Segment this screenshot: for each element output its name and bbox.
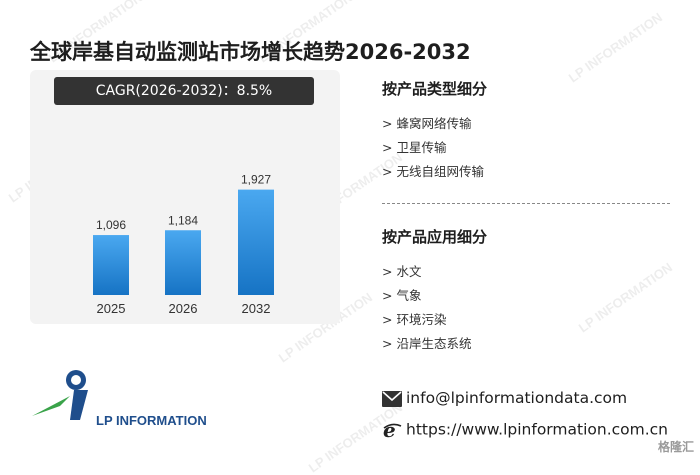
list-item: > 蜂窝网络传输 bbox=[382, 116, 472, 131]
list-item: > 卫星传输 bbox=[382, 140, 447, 155]
email-text: info@lpinformationdata.com bbox=[406, 389, 628, 407]
list-item: > 沿岸生态系统 bbox=[382, 336, 472, 351]
watermark: LP INFORMATION bbox=[575, 259, 676, 336]
watermark: LP INFORMATION bbox=[565, 9, 666, 86]
list-item: > 气象 bbox=[382, 288, 422, 303]
page-title: 全球岸基自动监测站市场增长趋势2026-2032 bbox=[30, 40, 471, 64]
bar-2025 bbox=[93, 235, 129, 295]
bar-value-label: 1,184 bbox=[168, 213, 198, 227]
bar-2032 bbox=[238, 189, 274, 295]
website-text: https://www.lpinformation.com.cn bbox=[406, 420, 669, 439]
bar-chart: 1,096 2025 1,184 2026 1,927 2032 bbox=[93, 173, 274, 316]
envelope-icon bbox=[382, 390, 402, 407]
bar-value-label: 1,096 bbox=[96, 218, 126, 232]
contact-website: e https://www.lpinformation.com.cn bbox=[382, 420, 668, 440]
bar-2026 bbox=[165, 230, 201, 295]
divider bbox=[382, 203, 670, 204]
product-type-title: 按产品类型细分 bbox=[382, 80, 488, 98]
product-application-list: > 水文 > 气象 > 环境污染 > 沿岸生态系统 bbox=[382, 260, 471, 356]
cagr-badge: CAGR(2026-2032)：8.5% bbox=[54, 77, 314, 105]
list-item: > 水文 bbox=[382, 264, 422, 279]
list-item: > 环境污染 bbox=[382, 312, 447, 327]
category-label: 2032 bbox=[242, 301, 271, 316]
list-item: > 无线自组网传输 bbox=[382, 164, 484, 179]
lp-information-logo-icon bbox=[32, 370, 88, 420]
product-application-title: 按产品应用细分 bbox=[382, 228, 488, 246]
corner-badge: 格隆汇 bbox=[657, 440, 694, 454]
browser-e-icon: e bbox=[383, 420, 402, 440]
product-type-list: > 蜂窝网络传输 > 卫星传输 > 无线自组网传输 bbox=[382, 112, 484, 184]
category-label: 2025 bbox=[97, 301, 126, 316]
lp-information-logo: LP INFORMATION bbox=[30, 366, 207, 432]
logo-text: LP INFORMATION bbox=[96, 413, 207, 428]
contact-email: info@lpinformationdata.com bbox=[382, 389, 627, 407]
svg-text:e: e bbox=[383, 420, 396, 440]
bar-value-label: 1,927 bbox=[241, 173, 271, 187]
category-label: 2026 bbox=[169, 301, 198, 316]
